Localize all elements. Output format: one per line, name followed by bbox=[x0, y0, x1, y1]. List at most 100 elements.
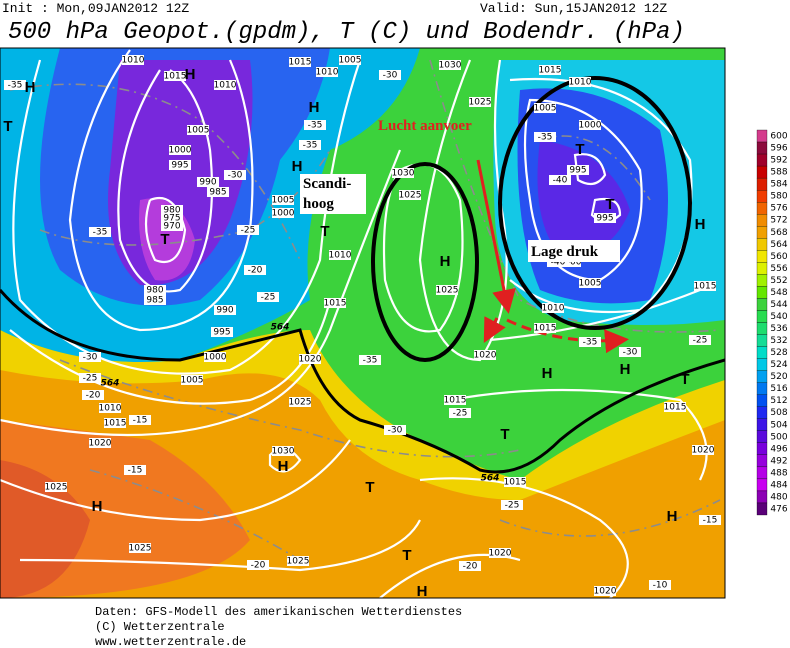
pressure-label: 1030 bbox=[439, 61, 462, 71]
colorbar-label: 528 bbox=[770, 348, 787, 358]
pressure-label: 1005 bbox=[181, 376, 204, 386]
colorbar-cell bbox=[756, 165, 768, 179]
colorbar-label: 600 bbox=[770, 132, 787, 142]
colorbar-cell bbox=[756, 286, 768, 299]
colorbar-cell bbox=[756, 430, 768, 443]
pressure-label: 970 bbox=[163, 222, 180, 232]
label-bg bbox=[237, 225, 259, 235]
annotation-box bbox=[300, 174, 366, 214]
label-bg bbox=[692, 445, 714, 455]
label-bg bbox=[299, 140, 321, 150]
colorbar-label: 492 bbox=[770, 456, 787, 466]
centers-label: T bbox=[575, 141, 584, 158]
centers-label: H bbox=[185, 66, 196, 83]
label-bg bbox=[579, 120, 601, 130]
colorbar-cell bbox=[756, 129, 768, 143]
colorbar-label: 512 bbox=[770, 396, 787, 406]
pressure-label: 1020 bbox=[299, 355, 322, 365]
pressure-label: 1025 bbox=[289, 398, 312, 408]
annotation: Scandi- bbox=[303, 176, 351, 192]
label-bg bbox=[161, 221, 183, 231]
label-bg bbox=[534, 323, 556, 333]
colorbar-cell bbox=[756, 346, 768, 359]
colorbar-label: 484 bbox=[770, 480, 787, 490]
pressure-label: 980 bbox=[163, 206, 180, 216]
temperature-label: -25 bbox=[83, 374, 98, 384]
centers-label: H bbox=[542, 365, 553, 382]
pressure-label: 995 bbox=[596, 214, 613, 224]
pressure-label: 985 bbox=[209, 188, 226, 198]
pressure-label: 1015 bbox=[324, 299, 347, 309]
pressure-label: 1010 bbox=[569, 78, 592, 88]
map-title: 500 hPa Geopot.(gpdm), T (C) und Bodendr… bbox=[8, 19, 685, 46]
label-bg bbox=[594, 586, 616, 596]
colorbar-cell bbox=[756, 394, 768, 407]
temperature-label: -30 bbox=[383, 71, 398, 81]
colorbar-cell bbox=[756, 274, 768, 287]
pressure-label: 995 bbox=[569, 166, 586, 176]
pressure-label: 1020 bbox=[692, 446, 715, 456]
label-bg bbox=[384, 425, 406, 435]
label-bg bbox=[569, 77, 591, 87]
label-bg bbox=[164, 71, 186, 81]
centers-label: H bbox=[667, 508, 678, 525]
temperature-label: -35 bbox=[308, 121, 323, 131]
centers-label: H bbox=[417, 583, 428, 600]
label-bg bbox=[399, 190, 421, 200]
colorbar-label: 508 bbox=[770, 408, 787, 418]
pressure-label: 1000 bbox=[272, 209, 295, 219]
colorbar-cell bbox=[756, 190, 768, 203]
pressure-label: 1015 bbox=[664, 403, 687, 413]
colorbar-cell bbox=[756, 334, 768, 347]
colorbar-cell bbox=[756, 478, 768, 492]
colorbar-label: 552 bbox=[770, 276, 787, 286]
label-bg bbox=[181, 375, 203, 385]
label-bg bbox=[79, 352, 101, 362]
temperature-label: -20 bbox=[251, 561, 266, 571]
temperature-label: -35 bbox=[93, 228, 108, 238]
annotation-box bbox=[528, 240, 620, 262]
centers-label: T bbox=[160, 231, 169, 248]
temperature-label: -30 bbox=[83, 353, 98, 363]
annotation: Lage druk bbox=[531, 244, 599, 260]
colorbar-label: 504 bbox=[770, 420, 787, 430]
colorbar-label: 580 bbox=[770, 192, 787, 202]
pressure-label: 1010 bbox=[329, 251, 352, 261]
pressure-label: 1015 bbox=[504, 478, 527, 488]
temperature-label: -35 bbox=[583, 338, 598, 348]
label-bg bbox=[89, 227, 111, 237]
centers-label: T bbox=[365, 479, 374, 496]
contour-label: 564 bbox=[271, 323, 290, 333]
label-bg bbox=[257, 292, 279, 302]
temperature-label: -15 bbox=[133, 416, 148, 426]
label-bg bbox=[89, 438, 111, 448]
centers-label: H bbox=[292, 158, 303, 175]
label-bg bbox=[82, 390, 104, 400]
temperature-label: -15 bbox=[128, 466, 143, 476]
label-bg bbox=[699, 515, 721, 525]
label-bg bbox=[501, 500, 523, 510]
pressure-label: 1025 bbox=[469, 98, 492, 108]
temperature-label: -25 bbox=[505, 501, 520, 511]
centers-label: H bbox=[25, 79, 36, 96]
colorbar-cell bbox=[756, 298, 768, 311]
label-bg bbox=[329, 250, 351, 260]
pressure-label: 1000 bbox=[559, 258, 582, 268]
label-bg bbox=[534, 103, 556, 113]
pressure-label: 990 bbox=[216, 306, 233, 316]
colorbar-label: 540 bbox=[770, 312, 787, 322]
pressure-label: 1025 bbox=[436, 286, 459, 296]
colorbar-label: 480 bbox=[770, 492, 787, 502]
pressure-label: 1015 bbox=[444, 396, 467, 406]
label-bg bbox=[272, 195, 294, 205]
colorbar-label: 572 bbox=[770, 216, 787, 226]
centers-label: H bbox=[92, 498, 103, 515]
colorbar-label: 536 bbox=[770, 324, 787, 334]
label-bg bbox=[79, 373, 101, 383]
pressure-label: 1010 bbox=[214, 81, 237, 91]
label-bg bbox=[436, 285, 458, 295]
temperature-label: -35 bbox=[8, 81, 23, 91]
colorbar-label: 548 bbox=[770, 288, 787, 298]
footer-line: (C) Wetterzentrale bbox=[95, 620, 225, 634]
